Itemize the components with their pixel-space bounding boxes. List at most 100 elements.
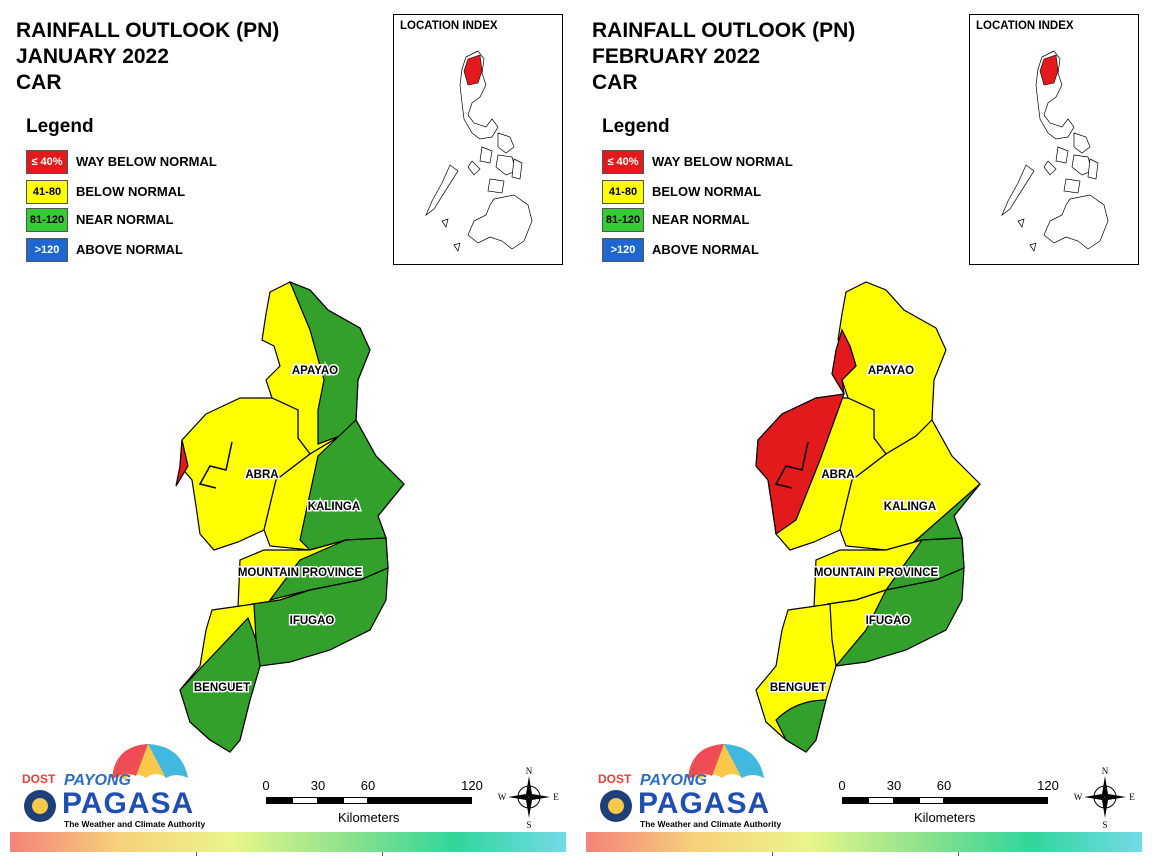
umbrella-icon: [24, 744, 188, 822]
label-mountain-province: MOUNTAIN PROVINCE: [238, 567, 363, 579]
legend-swatch: ≤ 40%: [602, 150, 644, 174]
compass-s: S: [526, 820, 531, 830]
north-arrow-compass-icon: N S W E: [1074, 766, 1135, 830]
car-region-highlight: [1039, 54, 1059, 86]
legend-title: Legend: [602, 116, 670, 137]
philippines-outline-map: [1001, 50, 1109, 252]
legend-swatch: >120: [602, 238, 644, 262]
label-kalinga: KALINGA: [884, 501, 936, 513]
province-abra: [179, 397, 311, 551]
scale-segment: [842, 797, 868, 804]
payong-pagasa-logo: DOST PAYONG PAGASA The Weather and Clima…: [592, 742, 782, 830]
province-apayao-way-below: [831, 328, 857, 395]
logo-tagline: The Weather and Climate Authority: [640, 819, 782, 829]
scale-segment: [343, 797, 368, 804]
compass-n: N: [526, 766, 533, 776]
province-benguet-near-normal: [179, 616, 261, 753]
label-ifugao: IFUGAO: [866, 615, 911, 627]
umbrella-icon: [600, 744, 764, 822]
scale-tick: 30: [886, 778, 902, 793]
car-rainfall-map: APAYAO ABRA KALINGA MOUNTAIN PROVINCE IF…: [755, 281, 981, 753]
logo-payong: PAYONG: [640, 772, 707, 789]
logo-dost: DOST: [22, 772, 56, 786]
logo-payong: PAYONG: [64, 772, 131, 789]
scale-tick: 120: [461, 778, 483, 793]
gradient-tick: [772, 852, 773, 856]
scale-tick: 0: [838, 778, 846, 793]
legend-swatch: >120: [26, 238, 68, 262]
legend-swatch: 41-80: [26, 180, 68, 204]
car-rainfall-map: APAYAO ABRA KALINGA MOUNTAIN PROVINCE IF…: [175, 280, 405, 753]
legend-swatch: 81-120: [26, 208, 68, 232]
title-line-1: RAINFALL OUTLOOK (PN): [16, 19, 280, 42]
scale-unit: Kilometers: [914, 810, 976, 825]
logo-pagasa: PAGASA: [62, 787, 195, 820]
scale-bar: 0 30 60 120 Kilometers: [838, 778, 1068, 838]
scale-tick: 30: [310, 778, 326, 793]
footer-gradient-bar: [586, 832, 1142, 852]
footer-gradient-bar: [10, 832, 566, 852]
title-line-2: FEBRUARY 2022: [592, 45, 761, 68]
inset-label: LOCATION INDEX: [976, 20, 1074, 32]
label-benguet: BENGUET: [194, 682, 250, 694]
title-line-1: RAINFALL OUTLOOK (PN): [592, 19, 856, 42]
legend-label: WAY BELOW NORMAL: [76, 154, 217, 169]
legend-label: BELOW NORMAL: [76, 184, 186, 199]
river-line: [198, 441, 233, 489]
payong-pagasa-logo: DOST PAYONG PAGASA The Weather and Clima…: [16, 742, 206, 830]
legend-swatch: 81-120: [602, 208, 644, 232]
scale-tick: 60: [360, 778, 376, 793]
label-abra: ABRA: [821, 469, 854, 481]
scale-tick: 0: [262, 778, 270, 793]
scale-segment: [919, 797, 944, 804]
legend-label: WAY BELOW NORMAL: [652, 154, 793, 169]
label-benguet: BENGUET: [770, 682, 826, 694]
legend-label: ABOVE NORMAL: [76, 242, 183, 257]
legend-label: ABOVE NORMAL: [652, 242, 759, 257]
scale-segment: [894, 797, 919, 804]
province-benguet-near-normal: [775, 699, 827, 753]
label-ifugao: IFUGAO: [290, 615, 335, 627]
north-arrow-compass-icon: N S W E: [498, 766, 559, 830]
gradient-tick: [958, 852, 959, 856]
label-kalinga: KALINGA: [308, 501, 360, 513]
outlook-panel-january: RAINFALL OUTLOOK (PN) JANUARY 2022 CAR L…: [10, 14, 566, 856]
label-mountain-province: MOUNTAIN PROVINCE: [814, 567, 939, 579]
map-title: RAINFALL OUTLOOK (PN) JANUARY 2022 CAR: [16, 18, 279, 96]
label-apayao: APAYAO: [292, 365, 338, 377]
river-line: [774, 441, 809, 489]
gradient-tick: [382, 852, 383, 856]
legend-swatch: ≤ 40%: [26, 150, 68, 174]
province-abra-way-below: [755, 393, 845, 536]
logo-dost: DOST: [598, 772, 632, 786]
compass-s: S: [1102, 820, 1107, 830]
scale-segment: [868, 797, 894, 804]
legend-title: Legend: [26, 116, 94, 137]
map-title: RAINFALL OUTLOOK (PN) FEBRUARY 2022 CAR: [592, 18, 855, 96]
compass-e: E: [1129, 792, 1135, 802]
compass-w: W: [498, 792, 507, 802]
title-line-3: CAR: [592, 71, 638, 94]
scale-segment: [292, 797, 318, 804]
scale-tick: 60: [936, 778, 952, 793]
scale-bar: 0 30 60 120 Kilometers: [262, 778, 492, 838]
logo-tagline: The Weather and Climate Authority: [64, 819, 206, 829]
outlook-panel-february: RAINFALL OUTLOOK (PN) FEBRUARY 2022 CAR …: [576, 0, 1152, 864]
location-index-inset: LOCATION INDEX: [969, 14, 1139, 265]
compass-e: E: [553, 792, 559, 802]
province-kalinga-near-normal: [299, 419, 405, 551]
inset-label: LOCATION INDEX: [400, 20, 498, 32]
compass-n: N: [1102, 766, 1109, 776]
scale-unit: Kilometers: [338, 810, 400, 825]
legend-label: NEAR NORMAL: [76, 212, 174, 227]
province-abra-way-below: [175, 439, 189, 487]
scale-segment: [318, 797, 343, 804]
philippines-outline-map: [425, 50, 533, 252]
scale-segment: [944, 797, 1048, 804]
label-apayao: APAYAO: [868, 365, 914, 377]
title-line-3: CAR: [16, 71, 62, 94]
location-index-inset: LOCATION INDEX: [393, 14, 563, 265]
compass-w: W: [1074, 792, 1083, 802]
legend-label: NEAR NORMAL: [652, 212, 750, 227]
gradient-tick: [196, 852, 197, 856]
